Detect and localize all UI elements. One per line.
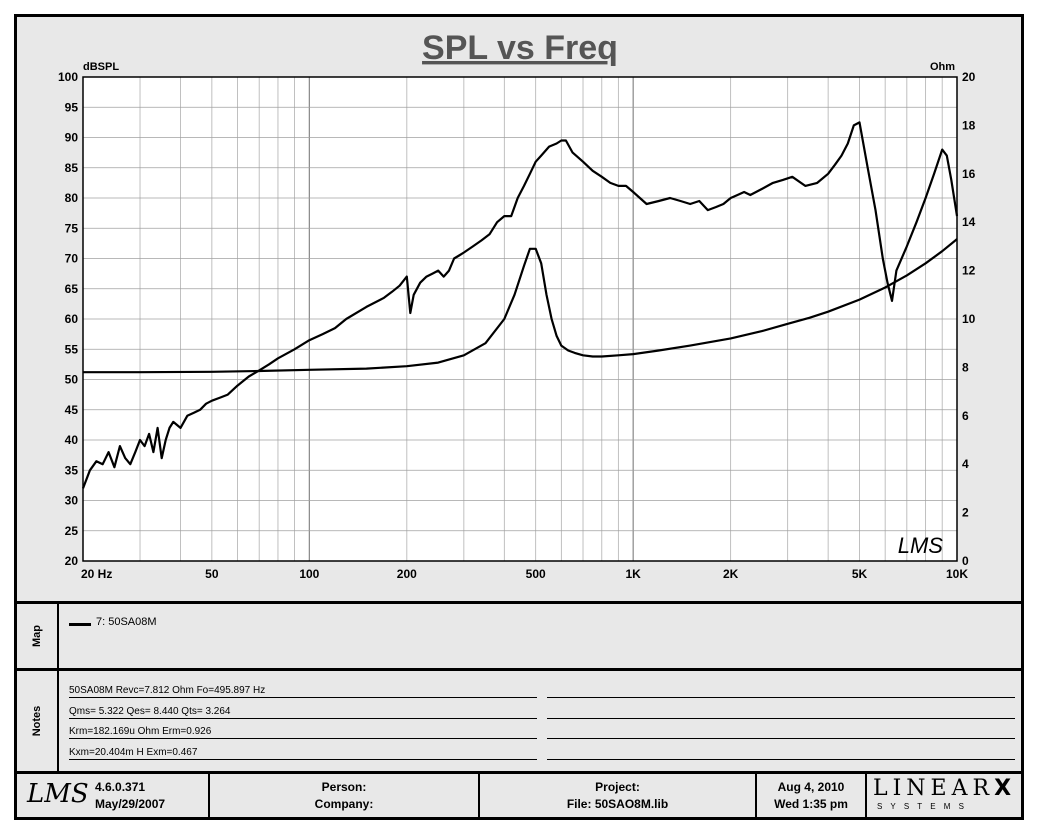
y-tick-label: 25 xyxy=(65,524,79,538)
x-tick-label: 20 Hz xyxy=(81,567,112,581)
report-frame: 20 25 30 35 40 45 50 55 60 65 70 75 80 85 90 95 100 0 2 4 6 8… xyxy=(14,14,1024,820)
y-tick-label: 55 xyxy=(65,342,79,356)
y-tick-label: 50 xyxy=(65,373,79,387)
brand-systems: S Y S T E M S xyxy=(877,802,967,811)
spl-chart: 20 25 30 35 40 45 50 55 60 65 70 75 80 85 90 95 100 0 2 4 6 8… xyxy=(58,29,976,581)
y2-tick-label: 8 xyxy=(962,360,969,374)
footer-version-cell: LMS 4.6.0.371 May/29/2007 xyxy=(17,774,210,817)
legend-line-swatch xyxy=(69,623,91,626)
y2-tick-label: 0 xyxy=(962,554,969,568)
y2-tick-label: 4 xyxy=(962,457,969,471)
spl-series-line xyxy=(81,121,959,489)
impedance-series-line xyxy=(83,238,958,374)
company-label: Company: xyxy=(314,797,374,811)
y2-tick-label: 12 xyxy=(962,264,976,278)
note-rule xyxy=(69,738,537,739)
note-rule xyxy=(547,718,1015,719)
map-section: Map 7: 50SA08M xyxy=(17,604,1021,671)
x-tick-label: 2K xyxy=(723,567,739,581)
y-tick-label: 20 xyxy=(65,554,79,568)
y2-tick-label: 2 xyxy=(962,506,969,520)
y-tick-label: 45 xyxy=(65,403,79,417)
note-rule xyxy=(547,759,1015,760)
plot-border xyxy=(82,76,958,562)
y2-tick-label: 14 xyxy=(962,215,976,229)
brand-x: X xyxy=(994,776,1012,801)
y-tick-label: 70 xyxy=(65,252,79,266)
note-line-2: Qms= 5.322 Qes= 8.440 Qts= 3.264 xyxy=(69,706,231,717)
y-tick-label: 60 xyxy=(65,312,79,326)
y-axis-label: dBSPL xyxy=(83,61,119,73)
legend-entry: 7: 50SA08M xyxy=(96,616,157,628)
lms-logo: LMS xyxy=(27,779,89,809)
map-side-label: Map xyxy=(17,604,59,668)
project-label: Project: xyxy=(595,780,640,794)
y-tick-label: 90 xyxy=(65,131,79,145)
note-rule xyxy=(547,697,1015,698)
chart-title: SPL vs Freq xyxy=(422,29,618,67)
note-rule xyxy=(69,718,537,719)
y-tick-label: 85 xyxy=(65,161,79,175)
footer-date-cell: Aug 4, 2010 Wed 1:35 pm xyxy=(757,774,867,817)
footer-person-cell: Person: Company: xyxy=(210,774,480,817)
note-rule xyxy=(547,738,1015,739)
report-time: Wed 1:35 pm xyxy=(774,797,848,811)
map-label: Map xyxy=(31,625,43,647)
x-tick-label: 5K xyxy=(852,567,868,581)
plot-section: 20 25 30 35 40 45 50 55 60 65 70 75 80 85 90 95 100 0 2 4 6 8… xyxy=(17,17,1021,604)
x-tick-label: 200 xyxy=(397,567,417,581)
version-number: 4.6.0.371 xyxy=(95,780,146,794)
y-tick-label: 35 xyxy=(65,463,79,477)
x-tick-label: 100 xyxy=(299,567,319,581)
y-tick-label: 80 xyxy=(65,191,79,205)
y2-tick-label: 18 xyxy=(962,118,976,132)
report-date: Aug 4, 2010 xyxy=(777,780,845,794)
y-tick-label: 75 xyxy=(65,221,79,235)
note-line-4: Kxm=20.404m H Exm=0.467 xyxy=(69,747,198,758)
note-line-1: 50SA08M Revc=7.812 Ohm Fo=495.897 Hz xyxy=(69,685,266,696)
notes-section: Notes 50SA08M Revc=7.812 Ohm Fo=495.897 … xyxy=(17,671,1021,774)
project-file: File: 50SAO8M.lib xyxy=(566,797,669,811)
y2-tick-label: 10 xyxy=(962,312,976,326)
y2-tick-label: 6 xyxy=(962,409,969,423)
footer-section: LMS 4.6.0.371 May/29/2007 Person: Compan… xyxy=(17,774,1021,817)
notes-label: Notes xyxy=(31,705,43,737)
notes-side-label: Notes xyxy=(17,671,59,771)
y-tick-label: 100 xyxy=(58,70,78,84)
note-rule xyxy=(69,697,537,698)
note-line-3: Krm=182.169u Ohm Erm=0.926 xyxy=(69,726,212,737)
brand-wordmark: LINEARX xyxy=(873,776,1011,801)
note-rule xyxy=(69,759,537,760)
y2-tick-label: 16 xyxy=(962,167,976,181)
y2-axis-label: Ohm xyxy=(930,61,955,73)
footer-brand-cell: LINEARX S Y S T E M S xyxy=(867,774,1021,817)
x-tick-label: 50 xyxy=(205,567,219,581)
y2-tick-label: 20 xyxy=(962,70,976,84)
footer-project-cell: Project: File: 50SAO8M.lib xyxy=(480,774,757,817)
person-label: Person: xyxy=(321,780,367,794)
brand-linear: LINEAR xyxy=(873,776,995,801)
version-date: May/29/2007 xyxy=(95,797,166,811)
y-tick-label: 65 xyxy=(65,282,79,296)
y-tick-label: 30 xyxy=(65,494,79,508)
lms-watermark: LMS xyxy=(898,533,944,558)
x-tick-label: 500 xyxy=(526,567,546,581)
x-tick-label: 10K xyxy=(946,567,968,581)
y-tick-label: 95 xyxy=(65,100,79,114)
x-tick-label: 1K xyxy=(626,567,642,581)
y-tick-label: 40 xyxy=(65,433,79,447)
